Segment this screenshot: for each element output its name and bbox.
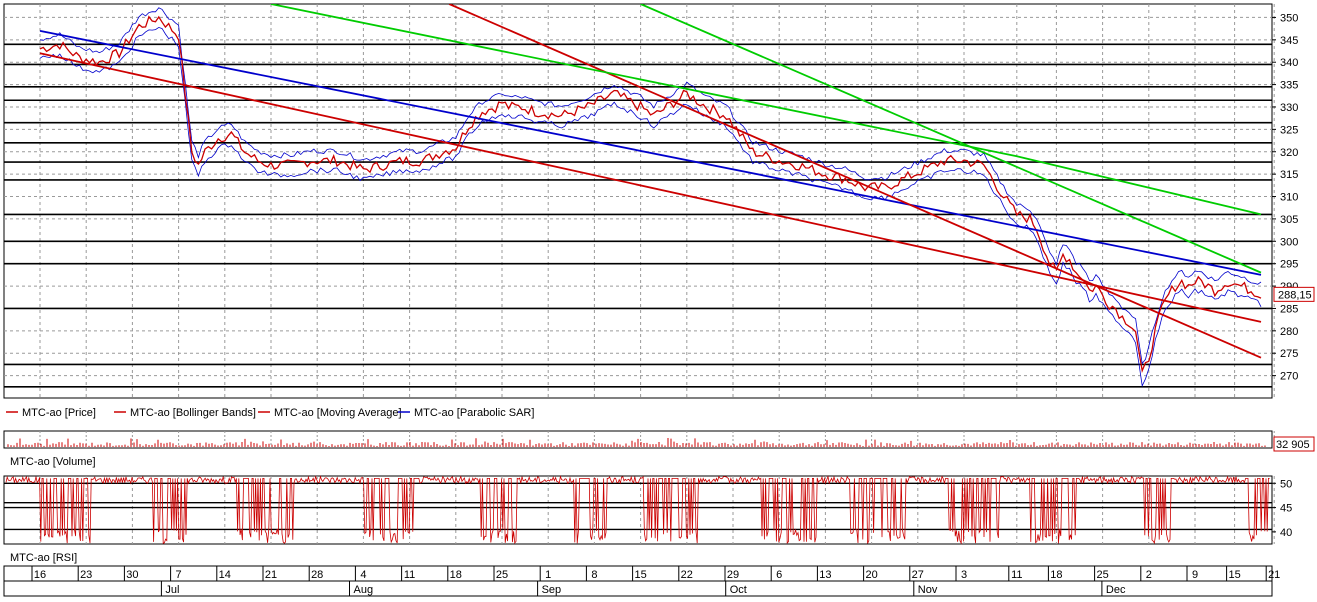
volume-panel[interactable]: 32 905 <box>3 430 1315 452</box>
date-tick-label: 2 <box>1146 569 1152 581</box>
month-label: Sep <box>542 584 562 596</box>
price-y-tick-label: 300 <box>1280 236 1298 248</box>
price-y-tick-label: 330 <box>1280 102 1298 114</box>
date-tick-label: 11 <box>404 569 415 581</box>
price-series-group <box>39 4 1262 388</box>
date-tick-label: 20 <box>865 569 877 581</box>
bollinger-upper-band[interactable] <box>39 7 1262 365</box>
date-tick-label: 23 <box>80 569 92 581</box>
green-trend-line[interactable] <box>640 4 1262 274</box>
price-line[interactable] <box>39 15 1262 374</box>
price-y-tick-label: 270 <box>1280 371 1298 383</box>
legend-item-label: MTC-ao [Parabolic SAR] <box>414 407 534 419</box>
red-trend-line[interactable] <box>448 4 1262 359</box>
price-y-tick-label: 295 <box>1280 259 1298 271</box>
red-trend-line[interactable] <box>39 52 1262 323</box>
price-y-tick-label: 280 <box>1280 326 1298 338</box>
price-y-tick-label: 310 <box>1280 192 1298 204</box>
rsi-legend: MTC-ao [RSI] <box>10 552 77 564</box>
price-y-tick-label: 285 <box>1280 303 1298 315</box>
date-tick-label: 13 <box>819 569 831 581</box>
date-tick-label: 21 <box>1268 569 1280 581</box>
legend-item-label: MTC-ao [Moving Average] <box>274 407 402 419</box>
price-y-tick-label: 335 <box>1280 80 1298 92</box>
date-tick-label: 18 <box>450 569 462 581</box>
date-tick-label: 14 <box>219 569 231 581</box>
date-tick-label: 3 <box>961 569 967 581</box>
price-y-tick-label: 340 <box>1280 57 1298 69</box>
date-tick-label: 8 <box>591 569 597 581</box>
rsi-panel[interactable]: 40 45 50 <box>3 474 1292 545</box>
price-y-tick-label: 325 <box>1280 124 1298 136</box>
date-tick-label: 30 <box>126 569 138 581</box>
date-tick-label: 15 <box>1228 569 1240 581</box>
price-y-tick-label: 345 <box>1280 35 1298 47</box>
legend-item-label: MTC-ao [Bollinger Bands] <box>130 407 256 419</box>
date-tick-label: 21 <box>265 569 277 581</box>
last-volume-label: 32 905 <box>1276 439 1310 451</box>
rsi-legend-label: MTC-ao [RSI] <box>10 552 77 564</box>
bollinger-lower-band[interactable] <box>39 26 1262 388</box>
price-y-tick-label: 320 <box>1280 147 1298 159</box>
date-tick-label: 25 <box>1096 569 1108 581</box>
date-tick-label: 7 <box>176 569 182 581</box>
rsi-plot-area <box>3 475 1273 545</box>
date-tick-label: 15 <box>634 569 646 581</box>
price-legend: MTC-ao [Price] MTC-ao [Bollinger Bands] MT… <box>6 407 534 419</box>
green-trend-line[interactable] <box>270 4 1262 216</box>
rsi-y-tick-label: 45 <box>1280 503 1292 515</box>
rsi-y-tick-label: 40 <box>1280 527 1292 539</box>
volume-legend-label: MTC-ao [Volume] <box>10 456 96 468</box>
price-y-tick-label: 350 <box>1280 12 1298 24</box>
price-y-tick-label: 305 <box>1280 214 1298 226</box>
rsi-line[interactable] <box>5 474 1270 545</box>
legend-item-label: MTC-ao [Price] <box>22 407 96 419</box>
last-price-box <box>1273 286 1315 302</box>
month-label: Jul <box>165 584 179 596</box>
date-tick-label: 4 <box>360 569 366 581</box>
date-tick-label: 1 <box>545 569 551 581</box>
date-tick-label: 6 <box>776 569 782 581</box>
date-tick-label: 25 <box>496 569 508 581</box>
price-plot-area <box>3 3 1273 399</box>
date-tick-label: 18 <box>1050 569 1062 581</box>
date-tick-label: 11 <box>1011 569 1022 581</box>
date-tick-label: 16 <box>34 569 46 581</box>
date-tick-label: 27 <box>912 569 924 581</box>
price-y-tick-label: 275 <box>1280 348 1298 360</box>
date-tick-label: 22 <box>681 569 693 581</box>
rsi-y-tick-label: 50 <box>1280 478 1292 490</box>
last-price-label: 288,15 <box>1278 289 1312 301</box>
month-label: Dec <box>1106 584 1126 596</box>
price-panel[interactable]: 2702752802852902953003053103153203253303… <box>3 3 1315 399</box>
date-tick-label: 29 <box>727 569 739 581</box>
last-volume-box <box>1273 436 1315 452</box>
month-label: Aug <box>354 584 374 596</box>
date-axis: 16 23 30 7 14 21 28 4 11 18 25 1 8 15 22 29 6 13 20 27 3 11 18… <box>3 565 1280 597</box>
price-y-tick-label: 315 <box>1280 169 1298 181</box>
month-label: Oct <box>730 584 747 596</box>
parabolic-sar-line[interactable] <box>39 29 1262 276</box>
volume-legend: MTC-ao [Volume] <box>10 456 96 468</box>
date-tick-label: 28 <box>311 569 323 581</box>
month-label: Nov <box>918 584 938 596</box>
date-tick-label: 9 <box>1192 569 1198 581</box>
